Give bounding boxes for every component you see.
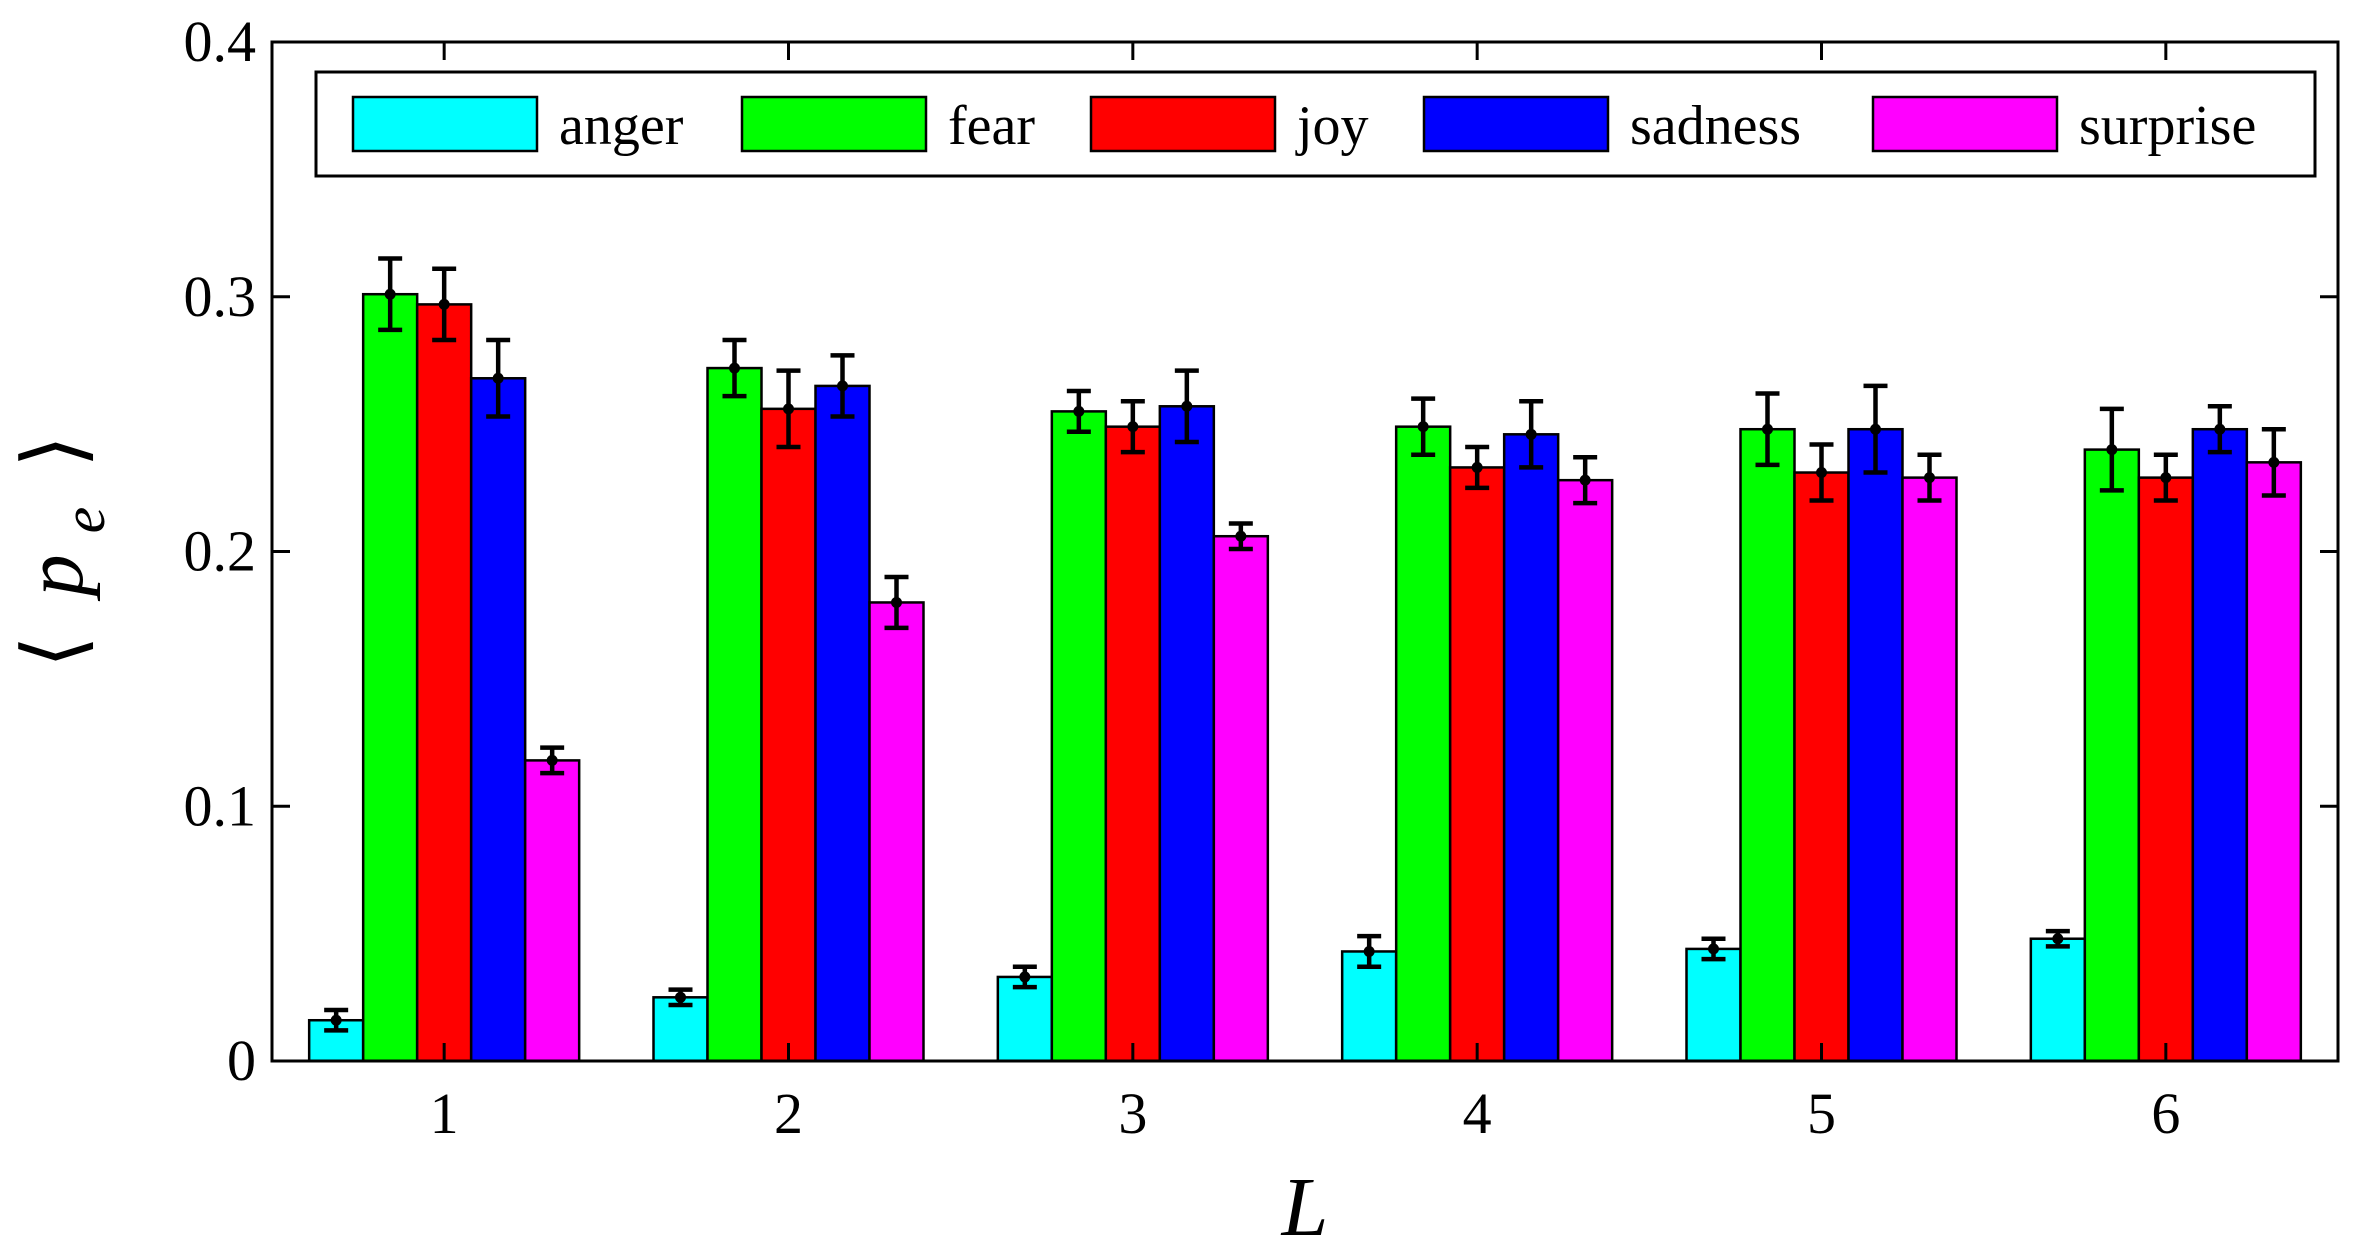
bar-joy-L6 [2137,476,2195,1063]
mean-marker-surprise-L3 [1235,530,1247,542]
y-axis-label-sub: e [51,507,117,534]
mean-marker-sadness-L1 [492,372,504,384]
bar-joy-L4 [1448,466,1506,1063]
y-tick-label-0: 0 [227,1028,256,1093]
mean-marker-fear-L2 [729,362,740,374]
bar-anger-L5 [1685,947,1742,1063]
bar-sadness-L3 [1158,405,1216,1063]
mean-marker-sadness-L4 [1525,428,1537,440]
legend-swatch-joy [1089,95,1277,153]
mean-marker-surprise-L5 [1924,472,1935,484]
y-tick-label-2: 0.2 [184,519,257,584]
mean-marker-fear-L3 [1073,405,1085,417]
x-tick-label-6: 6 [2151,1081,2180,1146]
bar-surprise-L2 [868,601,925,1063]
mean-marker-anger-L6 [2052,933,2064,945]
bar-fear-L4 [1394,425,1452,1063]
bar-sadness-L2 [814,384,871,1063]
mean-marker-sadness-L5 [1870,423,1881,435]
bar-surprise-L4 [1556,478,1614,1063]
bar-fear-L1 [361,292,419,1063]
y-tick-label-4: 0.4 [184,9,257,74]
mean-marker-sadness-L2 [837,380,848,392]
y-tick-label-3: 0.3 [184,264,257,329]
legend-swatch-sadness [1422,95,1610,153]
x-tick-label-2: 2 [774,1081,803,1146]
mean-marker-fear-L6 [2106,444,2118,456]
mean-marker-fear-L5 [1762,423,1773,435]
bar-anger-L6 [2029,937,2087,1063]
error-bars-layer [324,256,2286,1033]
mean-marker-joy-L4 [1471,461,1483,473]
mean-marker-surprise-L4 [1579,474,1591,486]
mean-marker-fear-L4 [1417,421,1429,433]
legend-swatch-fear [740,95,928,153]
legend-swatch-anger [351,95,539,153]
bar-anger-L4 [1340,950,1398,1063]
bar-joy-L3 [1104,425,1162,1063]
bar-joy-L2 [760,407,817,1063]
legend-label-anger: anger [559,95,684,157]
mean-marker-anger-L3 [1019,971,1031,983]
y-axis-label-main: p [8,554,101,601]
mean-marker-anger-L4 [1363,945,1375,957]
bar-fear-L3 [1050,410,1108,1063]
legend-swatch-surprise [1871,95,2059,153]
bar-sadness-L6 [2191,427,2249,1063]
bar-sadness-L1 [469,377,527,1063]
y-axis-label-close: ⟩ [8,435,101,468]
mean-marker-sadness-L3 [1181,400,1193,412]
mean-marker-sadness-L6 [2214,423,2226,435]
y-tick-label-1: 0.1 [184,773,257,838]
bar-surprise-L6 [2245,461,2303,1063]
x-tick-label-1: 1 [430,1081,459,1146]
x-tick-label-5: 5 [1807,1081,1836,1146]
bar-surprise-L5 [1901,476,1958,1063]
y-axis-label-open: ⟨ [8,635,101,668]
mean-marker-joy-L5 [1816,467,1827,479]
legend-label-fear: fear [948,95,1035,157]
bar-surprise-L3 [1212,534,1270,1063]
mean-marker-joy-L1 [438,298,450,310]
legend-label-joy: joy [1295,95,1369,157]
y-axis-label: ⟨ p e ⟩ [8,435,123,668]
mean-marker-surprise-L6 [2268,456,2280,468]
mean-marker-surprise-L1 [546,754,558,766]
mean-marker-joy-L3 [1127,421,1139,433]
bar-joy-L5 [1793,471,1850,1063]
x-tick-label-3: 3 [1118,1081,1147,1146]
mean-marker-joy-L2 [783,403,794,415]
bar-fear-L2 [706,366,763,1063]
bars-layer [307,292,2303,1063]
bar-surprise-L1 [523,759,581,1063]
mean-marker-anger-L2 [675,991,686,1003]
x-axis-label: L [1281,1161,1329,1254]
ticks-layer: 1 2 3 4 5 6 0 0.1 0.2 0.3 0.4 [184,9,2338,1146]
bar-sadness-L5 [1847,427,1904,1063]
bar-sadness-L4 [1502,433,1560,1063]
bar-joy-L1 [415,303,473,1063]
bar-anger-L3 [996,975,1054,1063]
mean-marker-fear-L1 [384,288,396,300]
svg-text:⟨ p e ⟩: ⟨ p e ⟩ [8,435,123,668]
mean-marker-anger-L1 [330,1014,342,1026]
mean-marker-surprise-L2 [891,596,902,608]
x-tick-label-4: 4 [1463,1081,1492,1146]
mean-marker-joy-L6 [2160,472,2172,484]
bar-fear-L6 [2083,448,2141,1063]
mean-marker-anger-L5 [1708,943,1719,955]
legend: anger fear joy sadness surprise [314,70,2317,178]
legend-label-surprise: surprise [2079,95,2256,157]
legend-label-sadness: sadness [1630,95,1801,157]
bar-fear-L5 [1739,427,1796,1063]
